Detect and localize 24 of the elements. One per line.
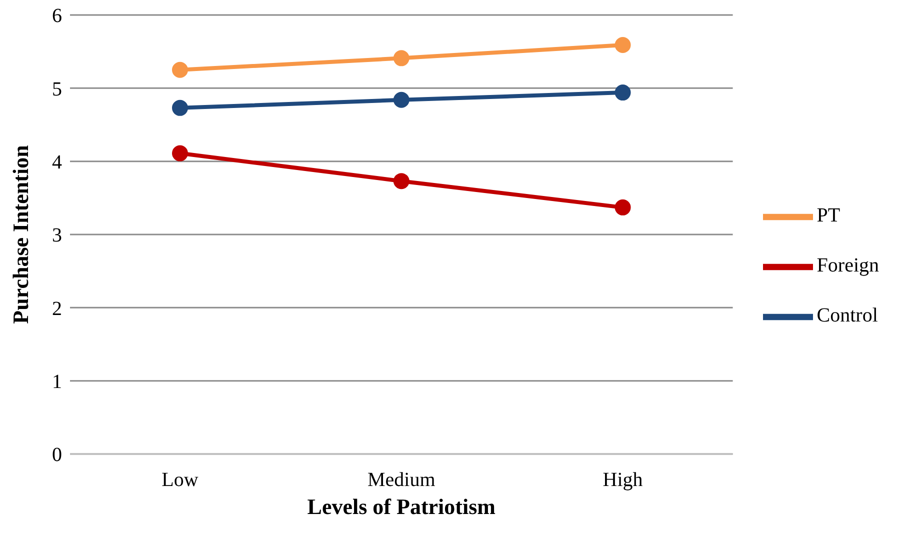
- y-tick-label: 4: [52, 151, 62, 174]
- x-tick-label: Medium: [368, 469, 436, 492]
- y-tick-label: 1: [52, 370, 62, 393]
- x-tick-label: High: [602, 469, 643, 492]
- y-axis-title: Purchase Intention: [8, 145, 33, 324]
- point: [172, 62, 188, 78]
- legend-label: Foreign: [816, 254, 879, 277]
- point: [614, 199, 631, 216]
- point: [172, 100, 188, 116]
- x-axis-title: Levels of Patriotism: [307, 494, 496, 519]
- y-tick-label: 5: [52, 78, 62, 100]
- point: [393, 92, 410, 108]
- y-tick-label: 2: [52, 298, 62, 320]
- point: [614, 37, 631, 53]
- legend-label: PT: [816, 204, 840, 227]
- point: [614, 84, 631, 101]
- y-tick-label: 6: [52, 5, 62, 28]
- x-tick-label: Low: [162, 469, 199, 492]
- y-tick-label: 0: [52, 444, 62, 466]
- point: [172, 145, 188, 162]
- point: [393, 50, 410, 66]
- legend-label: Control: [816, 304, 878, 327]
- point: [393, 173, 410, 190]
- y-tick-label: 3: [52, 224, 62, 247]
